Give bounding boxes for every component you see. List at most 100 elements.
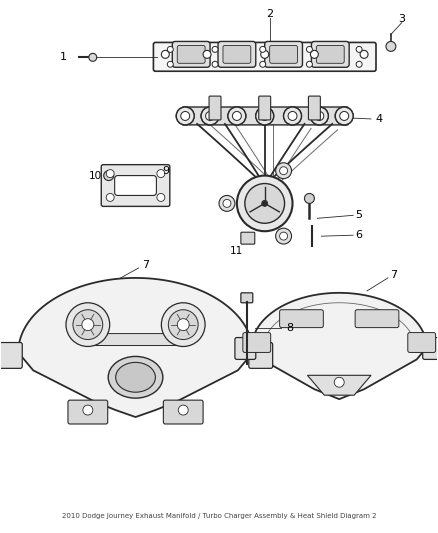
FancyBboxPatch shape (163, 400, 203, 424)
Circle shape (203, 51, 211, 58)
Text: 2010 Dodge Journey Exhaust Manifold / Turbo Charger Assembly & Heat Shield Diagr: 2010 Dodge Journey Exhaust Manifold / Tu… (62, 513, 376, 519)
FancyBboxPatch shape (265, 42, 303, 67)
FancyBboxPatch shape (172, 42, 210, 67)
Circle shape (261, 112, 268, 120)
FancyBboxPatch shape (408, 333, 436, 352)
FancyBboxPatch shape (218, 42, 256, 67)
Circle shape (177, 319, 189, 330)
FancyBboxPatch shape (311, 42, 349, 67)
Circle shape (311, 107, 328, 125)
FancyBboxPatch shape (177, 45, 205, 63)
FancyBboxPatch shape (0, 343, 22, 368)
Circle shape (212, 61, 218, 67)
FancyBboxPatch shape (249, 343, 273, 368)
Circle shape (340, 111, 349, 120)
Circle shape (289, 112, 297, 120)
Circle shape (181, 111, 190, 120)
FancyBboxPatch shape (241, 232, 255, 244)
Ellipse shape (108, 357, 163, 398)
Circle shape (315, 111, 324, 120)
FancyBboxPatch shape (223, 45, 251, 63)
Circle shape (228, 107, 246, 125)
Circle shape (223, 199, 231, 207)
Circle shape (307, 46, 312, 52)
FancyBboxPatch shape (101, 165, 170, 206)
FancyBboxPatch shape (241, 293, 253, 303)
Text: 5: 5 (356, 211, 363, 220)
FancyBboxPatch shape (182, 107, 348, 125)
Circle shape (276, 228, 292, 244)
FancyBboxPatch shape (355, 310, 399, 328)
Circle shape (205, 111, 215, 120)
Circle shape (237, 175, 293, 231)
Circle shape (288, 111, 297, 120)
FancyBboxPatch shape (209, 96, 221, 120)
Ellipse shape (116, 362, 155, 392)
Circle shape (233, 111, 241, 120)
Circle shape (157, 193, 165, 201)
Circle shape (260, 111, 269, 120)
Circle shape (178, 405, 188, 415)
Circle shape (161, 303, 205, 346)
Text: 7: 7 (142, 260, 149, 270)
Text: 8: 8 (286, 322, 293, 333)
FancyBboxPatch shape (235, 337, 256, 359)
Circle shape (315, 112, 323, 120)
Circle shape (168, 310, 198, 340)
Circle shape (256, 107, 274, 125)
Circle shape (176, 107, 194, 125)
FancyBboxPatch shape (279, 310, 323, 328)
Circle shape (304, 193, 314, 204)
FancyBboxPatch shape (115, 175, 156, 196)
Circle shape (311, 107, 328, 125)
Circle shape (228, 107, 246, 125)
Circle shape (260, 46, 266, 52)
Circle shape (106, 169, 114, 177)
Circle shape (167, 61, 173, 67)
Circle shape (66, 303, 110, 346)
FancyBboxPatch shape (243, 333, 271, 352)
Circle shape (360, 51, 368, 58)
FancyBboxPatch shape (153, 43, 376, 71)
Circle shape (261, 51, 268, 58)
Circle shape (212, 46, 218, 52)
Text: 6: 6 (356, 230, 363, 240)
Circle shape (82, 319, 94, 330)
FancyBboxPatch shape (87, 334, 184, 345)
Circle shape (157, 169, 165, 177)
Circle shape (201, 107, 219, 125)
Text: 9: 9 (162, 166, 169, 175)
Circle shape (219, 196, 235, 212)
Circle shape (161, 51, 170, 58)
Circle shape (201, 107, 219, 125)
Text: 1: 1 (60, 52, 67, 62)
Circle shape (283, 107, 301, 125)
Circle shape (356, 46, 362, 52)
Circle shape (276, 163, 292, 179)
Circle shape (89, 53, 97, 61)
Polygon shape (307, 375, 371, 395)
Circle shape (335, 107, 353, 125)
FancyBboxPatch shape (423, 337, 438, 359)
Circle shape (106, 193, 114, 201)
Text: 4: 4 (375, 114, 382, 124)
Text: 10: 10 (89, 171, 102, 181)
Circle shape (176, 107, 194, 125)
Text: 3: 3 (398, 13, 405, 23)
Text: 7: 7 (390, 270, 397, 280)
FancyBboxPatch shape (308, 96, 320, 120)
Circle shape (233, 112, 241, 120)
Circle shape (260, 61, 266, 67)
Circle shape (311, 51, 318, 58)
Polygon shape (252, 293, 427, 399)
Circle shape (279, 167, 288, 175)
Circle shape (335, 107, 353, 125)
Circle shape (386, 42, 396, 51)
Circle shape (262, 200, 268, 206)
Circle shape (245, 183, 285, 223)
Circle shape (334, 377, 344, 387)
Polygon shape (18, 278, 253, 417)
Text: 11: 11 (230, 246, 244, 256)
Circle shape (340, 112, 348, 120)
Circle shape (279, 232, 288, 240)
